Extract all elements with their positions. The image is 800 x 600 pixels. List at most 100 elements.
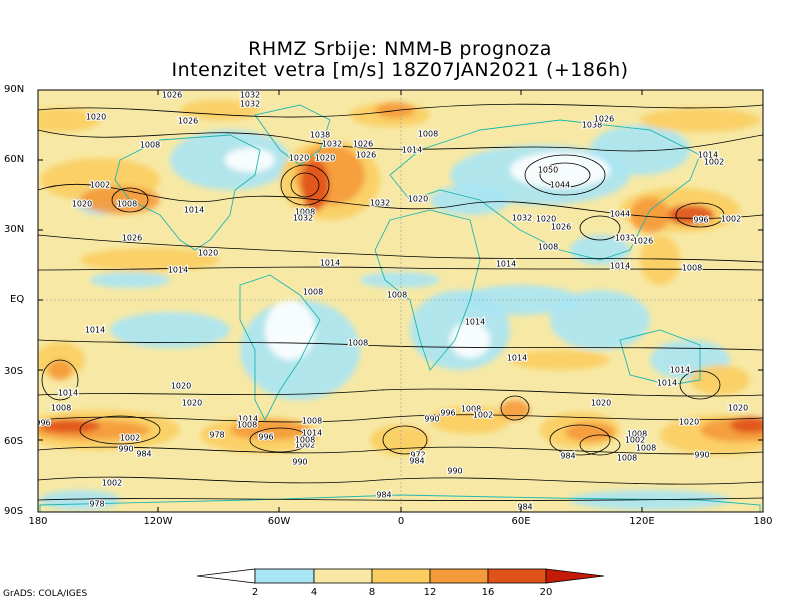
isobar-label: 1038 [310,131,330,140]
isobar-label: 984 [409,457,424,466]
isobar-label: 984 [376,491,391,500]
isobar-label: 1020 [86,113,106,122]
isobar-label: 1026 [122,234,142,243]
isobar-label: 1008 [302,417,322,426]
lat-label-30s: 30S [4,366,24,377]
isobar-label: 1020 [679,418,699,427]
isobar-label: 1008 [295,436,315,445]
colorbar-label-20: 20 [539,587,553,598]
isobar-lines [38,103,763,501]
isobar-label: 1002 [721,215,741,224]
isobar-label: 1002 [90,181,110,190]
isobar-label: 1002 [625,436,645,445]
lat-label-60n: 60N [4,154,25,165]
colorbar-label-16: 16 [481,587,495,598]
isobar-label: 1008 [617,454,637,463]
isobar-label: 1002 [120,434,140,443]
isobar-label: 984 [517,503,532,512]
isobar-label: 1014 [698,151,718,160]
isobar-label: 1032 [370,199,390,208]
isobar-label: 1026 [594,115,614,124]
isobar-label: 1026 [353,140,373,149]
isobar-label: 996 [258,433,273,442]
isobar-label: 1014 [85,326,105,335]
isobar-label: 1032 [615,234,635,243]
isobar-label: 1026 [551,223,571,232]
lat-label-eq: EQ [10,294,25,305]
isobar-label: 1050 [538,166,558,175]
colorbar-label-12: 12 [423,587,437,598]
lat-label-60s: 60S [4,436,24,447]
isobar-label: 1032 [240,91,260,100]
isobar-label: 1014 [320,259,340,268]
wind-intensity-field [38,100,763,510]
isobar-label: 1014 [58,389,78,398]
isobar-label: 1044 [550,181,570,190]
isobar-label: 1008 [295,208,315,217]
lon-label-120e: 120E [629,516,655,527]
isobar-label: 1008 [348,339,368,348]
isobar-label: 1008 [387,291,407,300]
lon-label-120w: 120W [143,516,173,527]
isobar-label: 1020 [289,154,309,163]
isobar-label: 1002 [295,441,315,450]
isobar-label: 990 [118,445,133,454]
isobar-label: 1008 [461,405,481,414]
grads-credit: GrADS: COLA/IGES [3,589,88,599]
isobar-label: 1026 [178,117,198,126]
isobar-label: 1008 [237,421,257,430]
isobar-label: 990 [694,451,709,460]
isobar-label: 1008 [636,444,656,453]
isobar-label: 1038 [582,121,602,130]
isobar-label: 1014 [402,146,422,155]
isobar-label: 990 [424,415,439,424]
isobar-label: 1020 [198,249,218,258]
lat-label-90s: 90S [4,506,24,517]
lon-label-0: 0 [397,516,405,527]
isobar-label: 1008 [682,264,702,273]
isobar-label: 1020 [315,154,335,163]
colorbar-label-2: 2 [251,587,259,598]
isobar-label: 1008 [51,404,71,413]
isobar-label: 1008 [303,288,323,297]
isobar-label: 1026 [356,151,376,160]
isobar-label: 1020 [536,215,556,224]
isobar-label: 984 [560,452,575,461]
isobar-label: 1026 [633,237,653,246]
isobar-label: 1014 [670,366,690,375]
lat-label-30n: 30N [4,224,25,235]
isobar-label: 1008 [538,243,558,252]
isobar-label: 1008 [418,130,438,139]
chart-subtitle: Intenzitet vetra [m/s] 18Z07JAN2021 (+18… [171,59,629,81]
isobar-label: 996 [693,216,708,225]
isobar-label: 1014 [238,415,258,424]
isobar-label: 1020 [408,195,428,204]
isobar-label: 1014 [465,318,485,327]
isobar-label: 978 [89,500,104,509]
isobar-label: 978 [209,431,224,440]
isobar-label: 1014 [184,206,204,215]
isobar-label: 1020 [72,200,92,209]
isobar-label: 1008 [627,430,647,439]
isobar-label: 1014 [507,354,527,363]
lon-label-180w: 180 [28,516,48,527]
isobar-label: 1002 [473,411,493,420]
isobar-label: 1032 [293,214,313,223]
isobar-label: 1014 [657,379,677,388]
isobar-label: 1014 [496,260,516,269]
isobar-label: 1044 [610,210,630,219]
lon-label-60w: 60W [267,516,291,527]
isobar-label: 1014 [610,262,630,271]
colorbar-label-8: 8 [368,587,376,598]
isobar-label: 1026 [162,91,182,100]
colorbar-label-4: 4 [310,587,318,598]
isobar-label: 1032 [240,100,260,109]
isobar-label: 1020 [171,382,191,391]
isobar-label: 1002 [102,479,122,488]
colorbar [196,568,605,584]
isobar-label: 1008 [140,141,160,150]
chart-title: RHMZ Srbije: NMM-B prognoza [248,38,552,60]
isobar-label: 1020 [591,399,611,408]
